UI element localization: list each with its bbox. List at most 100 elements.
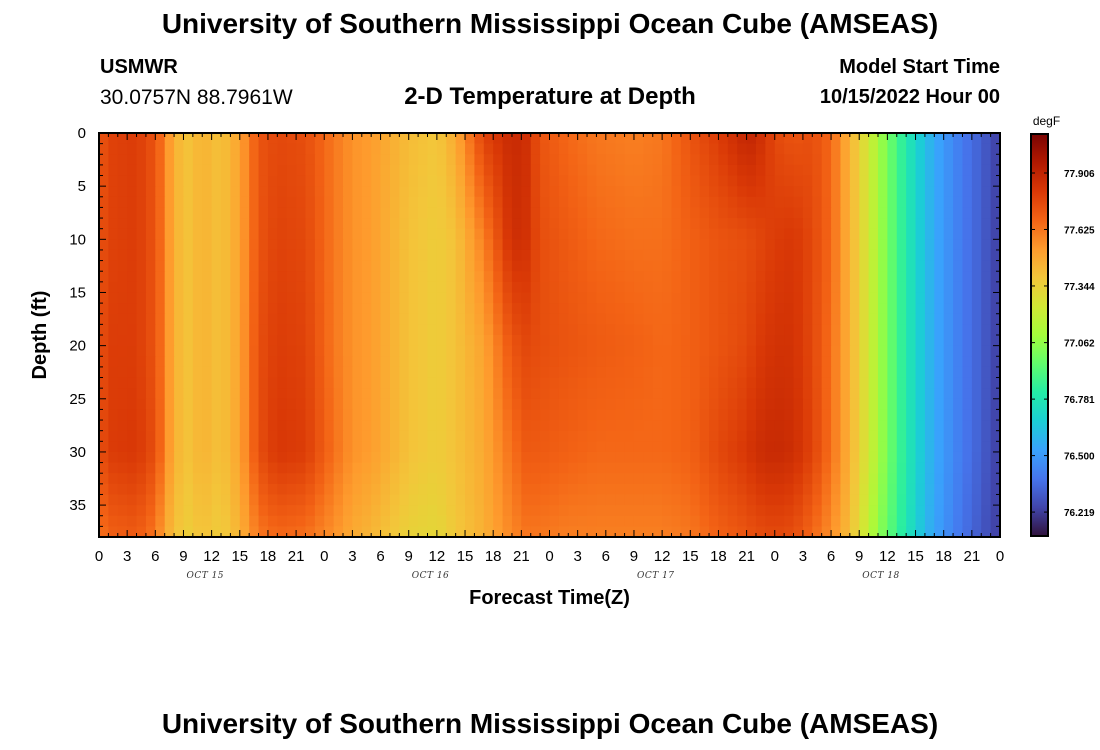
heatmap-cell bbox=[690, 420, 701, 432]
heatmap-cell bbox=[755, 462, 766, 474]
heatmap-cell bbox=[155, 473, 166, 485]
heatmap-cell bbox=[249, 356, 260, 368]
heatmap-cell bbox=[483, 260, 494, 272]
heatmap-cell bbox=[765, 164, 776, 177]
heatmap-cell bbox=[615, 526, 626, 538]
heatmap-cell bbox=[652, 196, 663, 209]
heatmap-cell bbox=[596, 505, 607, 517]
heatmap-cell bbox=[408, 292, 419, 304]
heatmap-cell bbox=[361, 345, 372, 357]
heatmap-cell bbox=[699, 196, 710, 209]
heatmap-cell bbox=[352, 207, 363, 219]
heatmap-cell bbox=[155, 218, 166, 230]
heatmap-cell bbox=[502, 515, 513, 527]
heatmap-cell bbox=[465, 366, 476, 379]
heatmap-cell bbox=[474, 218, 485, 230]
heatmap-cell bbox=[249, 483, 260, 496]
heatmap-cell bbox=[971, 175, 982, 187]
heatmap-cell bbox=[680, 239, 691, 251]
heatmap-cell bbox=[568, 526, 579, 538]
heatmap-cell bbox=[718, 313, 729, 325]
heatmap-cell bbox=[831, 441, 842, 453]
heatmap-cell bbox=[868, 335, 879, 347]
heatmap-cell bbox=[802, 430, 813, 442]
heatmap-cell bbox=[202, 420, 213, 432]
heatmap-cell bbox=[408, 462, 419, 474]
heatmap-cell bbox=[239, 398, 250, 411]
heatmap-cell bbox=[286, 143, 297, 155]
heatmap-cell bbox=[709, 303, 720, 315]
heatmap-cell bbox=[906, 303, 917, 315]
heatmap-cell bbox=[924, 228, 935, 240]
heatmap-cell bbox=[558, 281, 569, 294]
heatmap-cell bbox=[418, 388, 429, 400]
heatmap-cell bbox=[840, 271, 851, 283]
heatmap-cell bbox=[183, 324, 194, 336]
heatmap-cell bbox=[174, 441, 185, 453]
heatmap-cell bbox=[230, 281, 241, 294]
heatmap-cell bbox=[474, 335, 485, 347]
heatmap-cell bbox=[502, 356, 513, 368]
heatmap-cell bbox=[408, 430, 419, 442]
heatmap-cell bbox=[164, 430, 175, 442]
heatmap-cell bbox=[530, 430, 541, 442]
heatmap-cell bbox=[990, 143, 1001, 155]
heatmap-cell bbox=[145, 175, 156, 187]
heatmap-cell bbox=[249, 303, 260, 315]
heatmap-cell bbox=[953, 154, 964, 166]
heatmap-cell bbox=[314, 271, 325, 283]
heatmap-cell bbox=[802, 207, 813, 219]
station-coordinates: 30.0757N 88.7961W bbox=[100, 86, 293, 109]
heatmap-cell bbox=[643, 398, 654, 411]
heatmap-cell bbox=[596, 356, 607, 368]
heatmap-cell bbox=[361, 526, 372, 538]
heatmap-cell bbox=[821, 292, 832, 304]
heatmap-cell bbox=[465, 207, 476, 219]
heatmap-cell bbox=[333, 303, 344, 315]
heatmap-cell bbox=[680, 249, 691, 262]
heatmap-cell bbox=[361, 154, 372, 166]
heatmap-cell bbox=[277, 441, 288, 453]
heatmap-cell bbox=[746, 164, 757, 177]
heatmap-cell bbox=[577, 409, 588, 421]
heatmap-cell bbox=[493, 218, 504, 230]
heatmap-cell bbox=[277, 430, 288, 442]
heatmap-cell bbox=[887, 451, 898, 464]
heatmap-cell bbox=[211, 388, 222, 400]
heatmap-cell bbox=[483, 281, 494, 294]
heatmap-cell bbox=[643, 218, 654, 230]
heatmap-cell bbox=[924, 462, 935, 474]
heatmap-cell bbox=[699, 356, 710, 368]
heatmap-cell bbox=[849, 398, 860, 411]
heatmap-cell bbox=[343, 420, 354, 432]
heatmap-cell bbox=[943, 494, 954, 506]
heatmap-cell bbox=[812, 196, 823, 209]
heatmap-cell bbox=[502, 451, 513, 464]
heatmap-cell bbox=[587, 388, 598, 400]
heatmap-cell bbox=[558, 462, 569, 474]
heatmap-cell bbox=[371, 133, 382, 145]
heatmap-cell bbox=[277, 335, 288, 347]
heatmap-cell bbox=[296, 292, 307, 304]
heatmap-cell bbox=[671, 483, 682, 496]
heatmap-cell bbox=[371, 377, 382, 389]
heatmap-cell bbox=[192, 515, 203, 527]
heatmap-cell bbox=[821, 207, 832, 219]
heatmap-cell bbox=[558, 196, 569, 209]
heatmap-cell bbox=[868, 462, 879, 474]
heatmap-cell bbox=[784, 303, 795, 315]
heatmap-cell bbox=[483, 430, 494, 442]
heatmap-cell bbox=[633, 133, 644, 145]
heatmap-cell bbox=[784, 335, 795, 347]
heatmap-cell bbox=[155, 281, 166, 294]
heatmap-cell bbox=[352, 473, 363, 485]
heatmap-cell bbox=[849, 420, 860, 432]
heatmap-cell bbox=[577, 249, 588, 262]
heatmap-cell bbox=[849, 154, 860, 166]
heatmap-cell bbox=[793, 335, 804, 347]
heatmap-cell bbox=[868, 228, 879, 240]
heatmap-cell bbox=[436, 409, 447, 421]
heatmap-cell bbox=[530, 175, 541, 187]
heatmap-cell bbox=[380, 143, 391, 155]
heatmap-cell bbox=[784, 409, 795, 421]
